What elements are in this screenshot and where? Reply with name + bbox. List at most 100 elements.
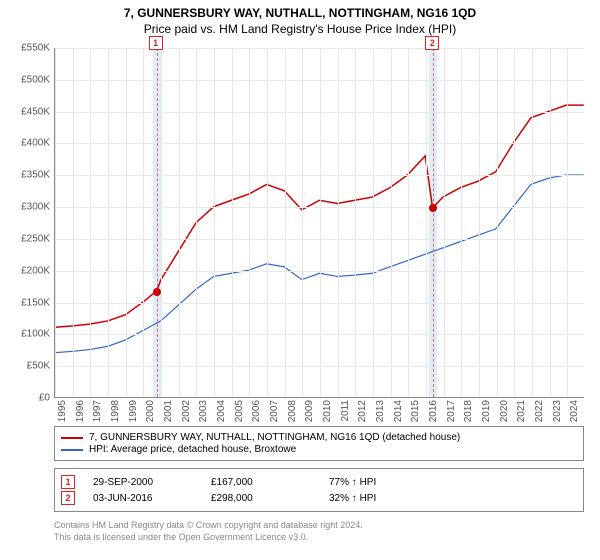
- gridline-vertical: [55, 48, 56, 397]
- gridline-vertical: [355, 48, 356, 397]
- y-axis-label: £250K: [6, 233, 50, 244]
- legend-row: HPI: Average price, detached house, Brox…: [61, 444, 577, 455]
- x-axis-label: 2005: [234, 400, 245, 422]
- gridline-vertical: [514, 48, 515, 397]
- event-row: 2 03-JUN-2016 £298,000 32% ↑ HPI: [61, 491, 577, 505]
- x-axis-label: 2000: [145, 400, 156, 422]
- event-dot: [153, 288, 161, 296]
- y-axis-label: £50K: [6, 361, 50, 372]
- gridline-vertical: [73, 48, 74, 397]
- y-axis-label: £0: [6, 393, 50, 404]
- gridline-vertical: [461, 48, 462, 397]
- x-axis-label: 1999: [128, 400, 139, 422]
- x-axis-label: 2012: [357, 400, 368, 422]
- legend: 7, GUNNERSBURY WAY, NUTHALL, NOTTINGHAM,…: [54, 426, 584, 461]
- x-axis-label: 2015: [410, 400, 421, 422]
- x-axis-label: 2009: [304, 400, 315, 422]
- chart-plot-area: [54, 48, 584, 398]
- x-axis-label: 2002: [181, 400, 192, 422]
- event-number: 1: [61, 475, 75, 489]
- footer-line-1: Contains HM Land Registry data © Crown c…: [54, 520, 584, 532]
- legend-swatch: [61, 449, 83, 451]
- chart-title: 7, GUNNERSBURY WAY, NUTHALL, NOTTINGHAM,…: [0, 6, 600, 20]
- gridline-vertical: [143, 48, 144, 397]
- event-marker-box: 2: [425, 36, 439, 50]
- x-axis-label: 1998: [110, 400, 121, 422]
- legend-label: HPI: Average price, detached house, Brox…: [89, 444, 296, 455]
- y-axis-label: £100K: [6, 329, 50, 340]
- y-axis-label: £300K: [6, 202, 50, 213]
- x-axis-label: 2022: [534, 400, 545, 422]
- gridline-vertical: [196, 48, 197, 397]
- legend-row: 7, GUNNERSBURY WAY, NUTHALL, NOTTINGHAM,…: [61, 432, 577, 443]
- y-axis-label: £500K: [6, 74, 50, 85]
- event-number: 2: [61, 491, 75, 505]
- event-row: 1 29-SEP-2000 £167,000 77% ↑ HPI: [61, 475, 577, 489]
- event-pct: 77% ↑ HPI: [329, 477, 577, 488]
- gridline-vertical: [497, 48, 498, 397]
- gridline-vertical: [161, 48, 162, 397]
- x-axis-label: 2001: [163, 400, 174, 422]
- gridline-vertical: [108, 48, 109, 397]
- x-axis-label: 1997: [92, 400, 103, 422]
- x-axis-label: 2004: [216, 400, 227, 422]
- gridline-vertical: [267, 48, 268, 397]
- event-dot: [429, 204, 437, 212]
- x-axis-label: 2008: [287, 400, 298, 422]
- y-axis-label: £200K: [6, 265, 50, 276]
- footer-attribution: Contains HM Land Registry data © Crown c…: [54, 520, 584, 543]
- y-axis-label: £450K: [6, 106, 50, 117]
- event-price: £167,000: [211, 477, 311, 488]
- x-axis-label: 2017: [446, 400, 457, 422]
- gridline-vertical: [126, 48, 127, 397]
- x-axis-label: 2016: [428, 400, 439, 422]
- x-axis-label: 2023: [552, 400, 563, 422]
- events-table: 1 29-SEP-2000 £167,000 77% ↑ HPI 2 03-JUN-201…: [54, 468, 584, 512]
- gridline-vertical: [567, 48, 568, 397]
- x-axis-label: 2006: [251, 400, 262, 422]
- x-axis-label: 2011: [340, 400, 351, 422]
- x-axis-label: 2019: [481, 400, 492, 422]
- event-price: £298,000: [211, 493, 311, 504]
- event-date: 29-SEP-2000: [93, 477, 193, 488]
- event-dashline: [433, 48, 434, 397]
- y-axis-label: £150K: [6, 297, 50, 308]
- x-axis-label: 2014: [393, 400, 404, 422]
- x-axis-label: 2024: [569, 400, 580, 422]
- x-axis-label: 2020: [499, 400, 510, 422]
- x-axis-label: 1995: [57, 400, 68, 422]
- event-date: 03-JUN-2016: [93, 493, 193, 504]
- gridline-vertical: [373, 48, 374, 397]
- gridline-vertical: [249, 48, 250, 397]
- gridline-vertical: [532, 48, 533, 397]
- x-axis-label: 1996: [75, 400, 86, 422]
- gridline-vertical: [285, 48, 286, 397]
- event-marker-box: 1: [149, 36, 163, 50]
- gridline-vertical: [179, 48, 180, 397]
- event-pct: 32% ↑ HPI: [329, 493, 577, 504]
- gridline-vertical: [232, 48, 233, 397]
- footer-line-2: This data is licensed under the Open Gov…: [54, 532, 584, 544]
- gridline-vertical: [391, 48, 392, 397]
- gridline-vertical: [302, 48, 303, 397]
- gridline-vertical: [338, 48, 339, 397]
- gridline-vertical: [444, 48, 445, 397]
- legend-label: 7, GUNNERSBURY WAY, NUTHALL, NOTTINGHAM,…: [89, 432, 460, 443]
- y-axis-label: £400K: [6, 138, 50, 149]
- x-axis-label: 2010: [322, 400, 333, 422]
- chart-subtitle: Price paid vs. HM Land Registry's House …: [0, 22, 600, 36]
- y-axis-label: £350K: [6, 170, 50, 181]
- gridline-vertical: [479, 48, 480, 397]
- x-axis-label: 2018: [463, 400, 474, 422]
- x-axis-label: 2003: [198, 400, 209, 422]
- x-axis-label: 2013: [375, 400, 386, 422]
- gridline-vertical: [550, 48, 551, 397]
- legend-swatch: [61, 437, 83, 439]
- event-dashline: [157, 48, 158, 397]
- y-axis-label: £550K: [6, 43, 50, 54]
- x-axis-label: 2007: [269, 400, 280, 422]
- gridline-vertical: [426, 48, 427, 397]
- x-axis-label: 2021: [516, 400, 527, 422]
- gridline-vertical: [90, 48, 91, 397]
- gridline-vertical: [320, 48, 321, 397]
